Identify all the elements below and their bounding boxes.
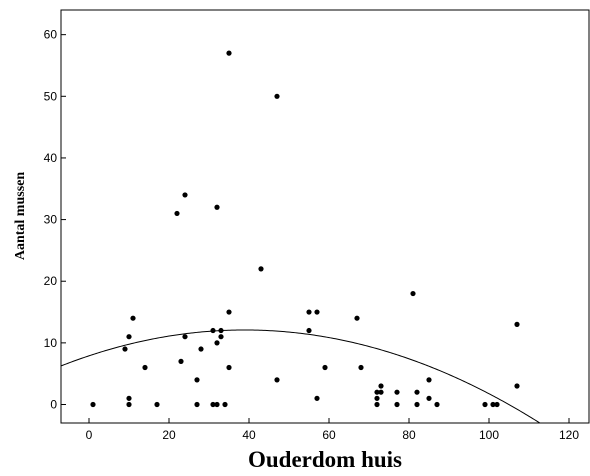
x-tick-label: 60 xyxy=(322,428,336,442)
data-point xyxy=(218,327,224,334)
data-point xyxy=(214,204,220,210)
data-point xyxy=(394,389,400,395)
x-tick-label: 120 xyxy=(559,428,579,442)
data-point xyxy=(322,364,328,371)
y-axis: 0 10 20 30 40 50 60 xyxy=(44,28,66,412)
y-tick-label: 30 xyxy=(44,213,58,227)
data-point xyxy=(126,395,132,401)
x-axis: 0 20 40 60 80 100 120 xyxy=(86,418,579,442)
data-point xyxy=(198,346,204,352)
data-point xyxy=(394,401,400,408)
data-point xyxy=(414,389,420,395)
data-point xyxy=(182,192,188,198)
data-point xyxy=(210,401,216,408)
data-point xyxy=(490,401,496,408)
data-point xyxy=(194,401,200,408)
data-point xyxy=(358,364,364,371)
data-point xyxy=(126,334,132,340)
x-tick-label: 80 xyxy=(402,428,416,442)
data-point xyxy=(426,395,432,401)
data-point xyxy=(90,401,96,408)
x-tick-label: 40 xyxy=(242,428,256,442)
data-point xyxy=(306,309,312,315)
x-axis-title: Ouderdom huis xyxy=(248,447,402,471)
data-point xyxy=(126,401,132,408)
data-point xyxy=(354,315,360,321)
data-point xyxy=(226,364,232,371)
data-point xyxy=(414,401,420,408)
data-point xyxy=(274,93,280,99)
data-point xyxy=(374,401,380,408)
y-axis-title: Aantal mussen xyxy=(13,172,28,261)
data-point xyxy=(314,395,320,401)
data-point xyxy=(226,50,232,56)
y-tick-label: 60 xyxy=(44,28,58,42)
plot-area-frame xyxy=(60,9,590,424)
data-point xyxy=(214,401,220,408)
data-point xyxy=(514,383,520,389)
y-tick-label: 50 xyxy=(44,89,58,103)
data-point xyxy=(482,401,488,408)
data-point xyxy=(174,210,180,217)
data-point xyxy=(122,346,128,352)
data-point xyxy=(154,401,160,408)
data-point xyxy=(210,327,216,334)
data-point xyxy=(222,401,228,408)
data-point xyxy=(426,377,432,383)
x-tick-label: 0 xyxy=(86,428,93,442)
data-point xyxy=(378,383,384,389)
data-point xyxy=(142,364,148,371)
quadratic-fit-line xyxy=(61,329,541,423)
data-point xyxy=(378,389,384,395)
data-point xyxy=(514,321,520,327)
data-point xyxy=(178,358,184,364)
y-tick-label: 40 xyxy=(44,151,58,165)
x-tick-label: 100 xyxy=(479,428,499,442)
y-tick-label: 20 xyxy=(44,274,58,288)
data-point xyxy=(374,389,380,395)
data-point xyxy=(306,327,312,334)
data-point xyxy=(194,377,200,383)
data-points xyxy=(90,50,520,408)
data-point xyxy=(226,309,232,315)
data-point xyxy=(494,401,500,408)
data-point xyxy=(218,334,224,340)
y-tick-label: 10 xyxy=(44,336,58,350)
data-point xyxy=(374,395,380,401)
data-point xyxy=(182,334,188,340)
y-tick-label: 0 xyxy=(50,398,57,412)
data-point xyxy=(314,309,320,315)
x-tick-label: 20 xyxy=(162,428,176,442)
data-point xyxy=(258,266,264,272)
data-point xyxy=(130,315,136,321)
data-point xyxy=(410,290,416,297)
data-point xyxy=(274,377,280,383)
data-point xyxy=(434,401,440,408)
data-point xyxy=(214,340,220,346)
